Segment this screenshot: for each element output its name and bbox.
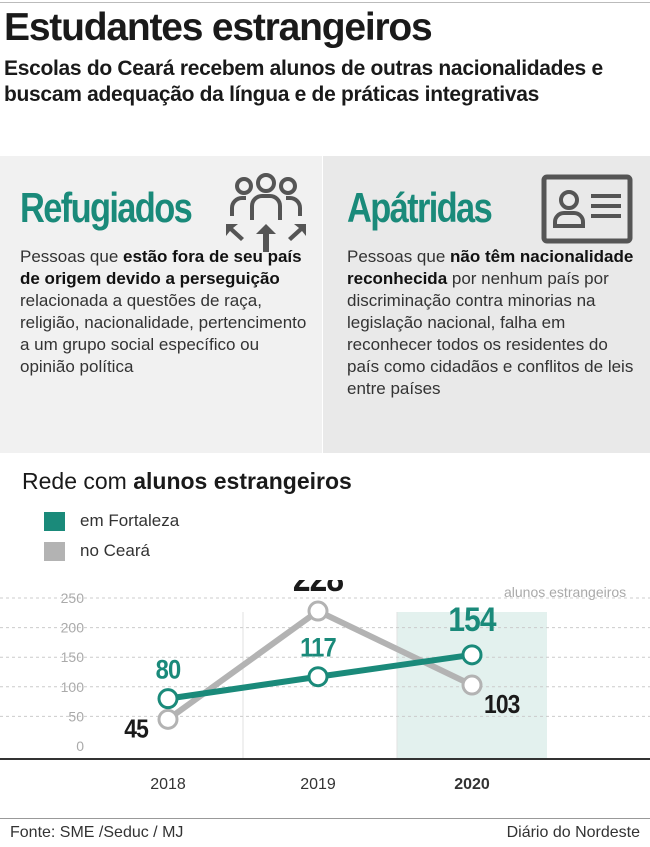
legend-item-fortaleza: em Fortaleza xyxy=(44,511,179,531)
apatridas-text-2: por nenhum país por discriminação contra… xyxy=(347,269,634,398)
id-card-icon xyxy=(541,174,633,244)
data-label: 103 xyxy=(484,691,520,720)
refugiados-text: Pessoas que estão fora de seu país de or… xyxy=(20,246,310,378)
apatridas-text: Pessoas que não têm nacionalidade reconh… xyxy=(347,246,639,400)
data-point xyxy=(157,688,179,710)
y-tick-label: 100 xyxy=(61,679,85,695)
refugiados-text-bold: estão fora de seu país de origem devido … xyxy=(20,247,302,288)
group-arrows-icon xyxy=(226,173,306,252)
legend-label-ceara: no Ceará xyxy=(80,541,150,560)
chart-title-bold: alunos estrangeiros xyxy=(133,468,352,494)
data-label: 154 xyxy=(448,600,496,638)
refugiados-text-1: Pessoas que xyxy=(20,247,124,266)
chart-title: Rede com alunos estrangeiros xyxy=(22,468,352,495)
legend-item-ceara: no Ceará xyxy=(44,541,150,561)
line-chart: 0 50 100 150 200 250 2018 2019 2020 45 228 103 80 117… xyxy=(0,580,650,793)
y-tick-label: 200 xyxy=(61,620,85,636)
y-tick-label: 50 xyxy=(68,708,84,724)
refugiados-title: Refugiados xyxy=(20,184,193,231)
data-point xyxy=(157,708,179,730)
page-title: Estudantes estrangeiros xyxy=(4,6,433,49)
apatridas-title: Apátridas xyxy=(347,184,493,231)
data-label: 80 xyxy=(156,655,181,685)
y-tick-label: 150 xyxy=(61,649,85,665)
x-tick-label: 2019 xyxy=(300,776,336,793)
data-label: 117 xyxy=(300,633,336,663)
y-tick-label: 250 xyxy=(61,590,85,606)
data-point xyxy=(461,644,483,666)
top-rule xyxy=(0,2,650,3)
refugiados-text-2: relacionada a questões de raça, religião… xyxy=(20,291,307,376)
footer-rule xyxy=(0,818,650,819)
data-label: 45 xyxy=(124,715,148,744)
data-label: 228 xyxy=(293,580,343,600)
y-axis-unit: alunos estrangeiros xyxy=(504,584,627,600)
apatridas-text-1: Pessoas que xyxy=(347,247,451,266)
legend-swatch-ceara xyxy=(44,541,65,561)
legend-swatch-fortaleza xyxy=(44,511,65,531)
y-tick-label: 0 xyxy=(76,738,84,754)
apatridas-text-bold: não têm nacionalidade reconhecida xyxy=(347,247,634,288)
data-point xyxy=(461,674,483,696)
publisher-credit: Diário do Nordeste xyxy=(506,824,640,841)
source-credit: Fonte: SME /Seduc / MJ xyxy=(10,824,184,841)
data-point xyxy=(307,666,329,688)
data-point xyxy=(307,600,329,622)
page-subtitle: Escolas do Ceará recebem alunos de outra… xyxy=(4,57,603,106)
chart-title-prefix: Rede com xyxy=(22,468,134,494)
x-tick-label: 2020 xyxy=(454,776,490,793)
legend-label-fortaleza: em Fortaleza xyxy=(80,511,180,530)
refugiados-panel: Refugiados Pessoas que estão fora de seu… xyxy=(0,156,322,453)
apatridas-panel: Apátridas Pessoas que não têm nacionalid… xyxy=(323,156,650,453)
x-tick-label: 2018 xyxy=(150,776,186,793)
